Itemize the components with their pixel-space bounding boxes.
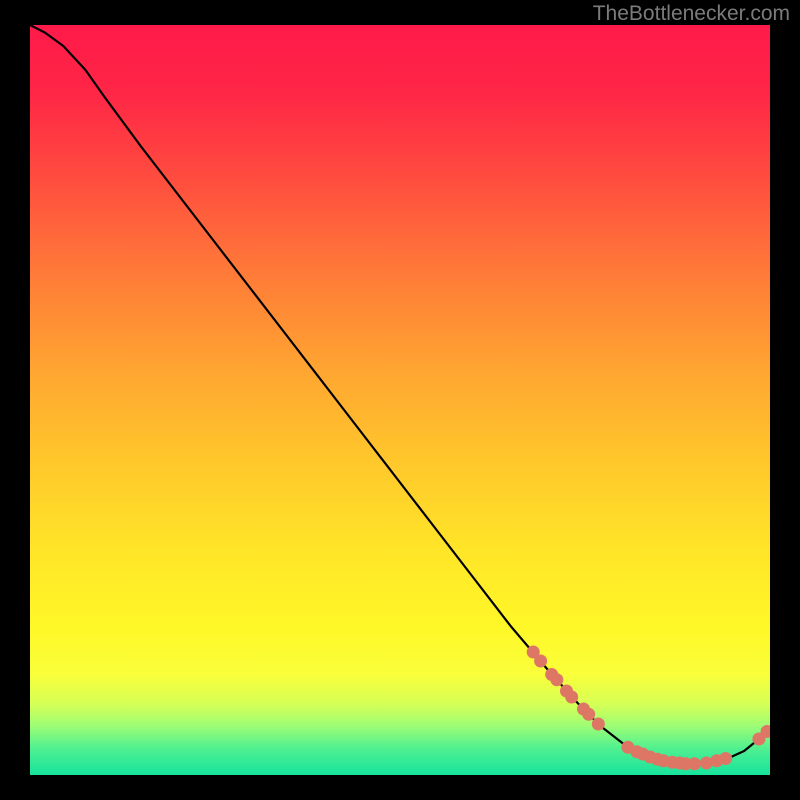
points-cluster-tail xyxy=(752,725,770,746)
data-point xyxy=(582,708,595,721)
data-point xyxy=(534,655,547,668)
bottleneck-curve xyxy=(30,25,770,764)
data-point xyxy=(688,757,701,770)
data-point xyxy=(592,718,605,731)
data-point xyxy=(565,691,578,704)
points-cluster-descent xyxy=(527,646,605,731)
points-cluster-valley xyxy=(621,741,732,771)
plot-svg xyxy=(30,25,770,775)
data-point xyxy=(719,752,732,765)
watermark-text: TheBottlenecker.com xyxy=(593,2,790,26)
plot-area xyxy=(30,25,770,775)
chart-canvas: TheBottlenecker.com xyxy=(0,0,800,800)
data-point xyxy=(550,673,563,686)
